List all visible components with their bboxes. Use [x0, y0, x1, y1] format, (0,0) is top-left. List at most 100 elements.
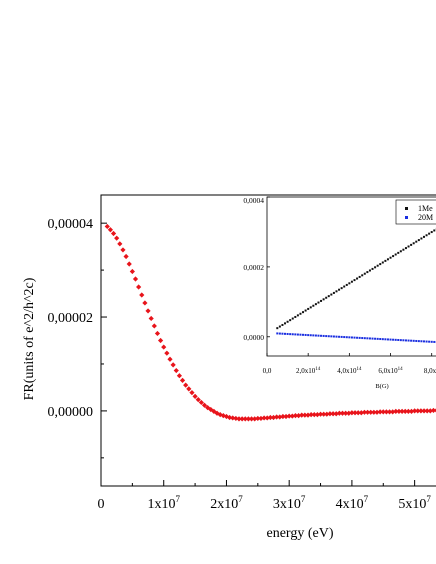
- main-data-point: [393, 408, 399, 414]
- main-data-point: [151, 323, 157, 329]
- main-data-point: [248, 416, 255, 422]
- inset-data-point: [368, 269, 371, 272]
- main-data-point: [139, 292, 145, 298]
- inset-data-point: [430, 231, 433, 234]
- inset-data-point: [307, 307, 310, 310]
- main-data-point: [274, 414, 280, 420]
- main-data-point: [230, 415, 236, 421]
- main-data-point: [368, 409, 374, 415]
- inset-data-point: [335, 335, 338, 338]
- main-x-tick-label: 0: [98, 497, 105, 512]
- main-data-point: [386, 409, 393, 415]
- inset-data-point: [386, 338, 389, 341]
- main-data-point: [120, 247, 126, 253]
- main-data-point: [346, 410, 352, 416]
- inset-data-point: [407, 245, 410, 248]
- main-x-tick-label: 4x107: [336, 494, 369, 512]
- inset-data-point: [284, 332, 287, 335]
- inset-data-point: [345, 336, 348, 339]
- main-data-point: [427, 408, 433, 414]
- main-data-point: [289, 413, 295, 419]
- inset-x-tick-label: 8,0x1: [424, 367, 436, 375]
- inset-legend-box: [395, 199, 436, 225]
- inset-data-point: [389, 338, 392, 341]
- main-data-point: [239, 416, 245, 422]
- main-data-point: [396, 408, 402, 414]
- inset-data-point: [335, 290, 338, 293]
- inset-data-point: [412, 339, 415, 342]
- main-y-tick-label: 0,00000: [48, 405, 94, 420]
- inset-legend-marker-20m: [405, 216, 408, 219]
- inset-data-point: [312, 304, 315, 307]
- inset-data-point: [404, 247, 407, 250]
- inset-data-point: [281, 332, 284, 335]
- main-data-point: [283, 413, 289, 420]
- inset-data-point: [433, 229, 436, 232]
- main-data-point: [390, 409, 396, 415]
- main-data-point: [399, 408, 405, 414]
- inset-data-point: [374, 266, 377, 269]
- main-data-point: [192, 393, 198, 399]
- inset-data-point: [299, 333, 302, 336]
- inset-data-point: [425, 234, 428, 237]
- inset-data-point: [314, 303, 317, 306]
- inset-data-point: [340, 287, 343, 290]
- inset-data-point: [325, 296, 328, 299]
- inset-data-point: [402, 339, 405, 342]
- main-data-point: [402, 408, 408, 414]
- inset-legend-marker-1me: [405, 207, 408, 210]
- inset-data-point: [330, 335, 333, 338]
- inset-data-point: [389, 256, 392, 259]
- main-data-point: [430, 407, 436, 414]
- inset-data-point: [371, 337, 374, 340]
- inset-y-tick-label: 0,0004: [243, 196, 264, 205]
- inset-plot-frame: [266, 196, 436, 357]
- main-y-tick-label: 0,00002: [48, 311, 94, 326]
- inset-y-tick-label: 0,0000: [243, 333, 264, 342]
- main-data-point: [317, 411, 324, 417]
- main-data-point: [355, 410, 361, 416]
- inset-data-point: [412, 242, 415, 245]
- main-x-axis-label: energy (eV): [267, 526, 334, 541]
- main-y-tick-label: 0,00004: [48, 217, 94, 232]
- main-series-points: [104, 223, 436, 422]
- inset-data-point: [366, 271, 369, 274]
- main-data-point: [154, 330, 161, 337]
- inset-data-point: [392, 338, 395, 341]
- main-data-point: [183, 382, 189, 388]
- main-data-point: [418, 408, 424, 414]
- main-data-point: [220, 412, 226, 419]
- inset-data-point: [350, 336, 353, 339]
- main-data-point: [201, 402, 208, 408]
- inset-x-tick-label: 0,0: [263, 367, 272, 375]
- main-data-point: [107, 227, 114, 233]
- main-x-tick-label: 3x107: [273, 494, 306, 512]
- inset-data-point: [358, 336, 361, 339]
- inset-data-point: [307, 334, 310, 337]
- main-chart: 0 1x107 2x107 3x107 4x107 5x1070,000040,00002…: [22, 194, 436, 541]
- inset-data-point: [296, 314, 299, 317]
- inset-data-point: [356, 336, 359, 339]
- main-data-point: [161, 344, 167, 350]
- main-data-point: [311, 412, 317, 418]
- inset-data-point: [381, 261, 384, 264]
- main-data-point: [104, 223, 110, 230]
- inset-data-point: [415, 339, 418, 342]
- main-data-point: [189, 389, 195, 396]
- inset-data-point: [343, 336, 346, 339]
- main-data-point: [327, 411, 333, 417]
- inset-series-points: [276, 227, 436, 344]
- main-data-point: [286, 413, 292, 419]
- main-data-point: [233, 415, 239, 422]
- inset-data-point: [399, 339, 402, 342]
- inset-data-point: [374, 337, 377, 340]
- inset-legend-label-20m: 20M: [418, 213, 433, 222]
- inset-data-point: [415, 240, 418, 243]
- main-data-point: [132, 276, 139, 282]
- inset-data-point: [420, 340, 423, 343]
- inset-data-point: [312, 334, 315, 337]
- inset-x-tick-label: 2,0x1014: [296, 367, 321, 375]
- main-data-point: [217, 412, 223, 418]
- main-data-point: [208, 406, 214, 413]
